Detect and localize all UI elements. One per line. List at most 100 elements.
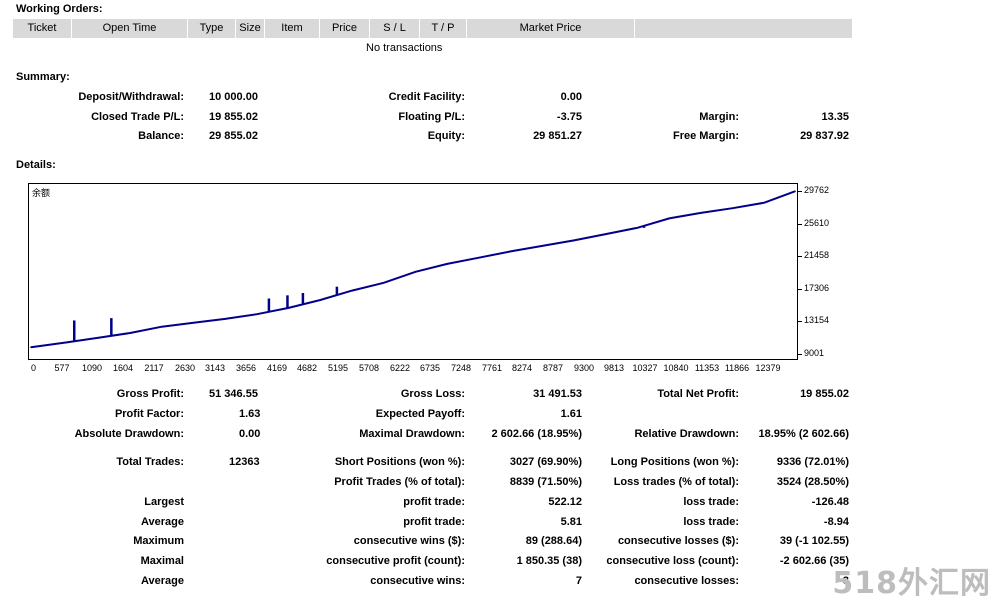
col-empty (635, 19, 852, 38)
average2-label: Average (140, 575, 184, 587)
abs-drawdown-value: 0.00 (239, 428, 261, 440)
short-pos-label: Short Positions (won %): (334, 456, 465, 468)
balance-chart: 余额 (28, 183, 798, 360)
balance-point (478, 256, 480, 259)
average-loss-value: -8.94 (823, 516, 849, 528)
x-tick-label: 4682 (296, 363, 318, 373)
col-sl[interactable]: S / L (370, 19, 420, 38)
chart-plot-area (30, 190, 796, 349)
col-ticket[interactable]: Ticket (13, 19, 72, 38)
total-net-profit-value: 19 855.02 (800, 388, 849, 400)
closed-pl-label: Closed Trade P/L: (91, 111, 184, 123)
y-tick-mark (798, 354, 802, 355)
profit-trades-label: Profit Trades (% of total): (334, 476, 465, 488)
maximum-label: Maximum (133, 535, 184, 547)
x-tick-label: 2117 (144, 363, 164, 373)
maximal-profit-label: consecutive profit (count): (326, 555, 465, 567)
x-tick-label: 7761 (481, 363, 503, 373)
maximal-loss-label: consecutive loss (count): (606, 555, 739, 567)
balance-point (446, 263, 449, 265)
balance-point (763, 201, 766, 204)
balance-point (30, 346, 32, 348)
balance-point (351, 289, 353, 292)
balance-point (129, 332, 131, 334)
balance-label: Balance: (138, 130, 184, 142)
loss-trades-value: 3524 (28.50%) (776, 476, 849, 488)
expected-payoff-label: Expected Payoff: (375, 408, 465, 420)
floating-pl-value: -3.75 (556, 111, 582, 123)
x-tick-label: 1604 (112, 363, 134, 373)
expected-payoff-value: 1.61 (560, 408, 582, 420)
balance-point (604, 233, 607, 235)
col-open-time[interactable]: Open Time (72, 19, 188, 38)
floating-pl-label: Floating P/L: (398, 111, 465, 123)
balance-point (794, 190, 796, 193)
margin-label: Margin: (699, 111, 739, 123)
col-price[interactable]: Price (320, 19, 370, 38)
long-pos-label: Long Positions (won %): (610, 456, 739, 468)
profit-trades-value: 8839 (71.50%) (509, 476, 582, 488)
balance-point (668, 217, 670, 220)
x-tick-label: 2630 (174, 363, 196, 373)
y-tick-label: 17306 (804, 283, 830, 293)
credit-value: 0.00 (560, 91, 582, 103)
largest-label: Largest (144, 496, 184, 508)
avg-cons-losses-label: consecutive losses: (634, 575, 739, 587)
balance-point (161, 325, 163, 328)
col-item[interactable]: Item (265, 19, 320, 38)
balance-point (509, 250, 512, 253)
average-loss-label: loss trade: (683, 516, 739, 528)
x-tick-label: 4169 (266, 363, 288, 373)
y-tick-mark (798, 321, 802, 322)
no-transactions-text: No transactions (366, 42, 443, 54)
x-tick-label: 3143 (204, 363, 226, 373)
site-watermark: 518外汇网 (832, 566, 991, 601)
max-drawdown-label: Maximal Drawdown: (359, 428, 465, 440)
abs-drawdown-label: Absolute Drawdown: (74, 428, 184, 440)
margin-value: 13.35 (821, 111, 849, 123)
total-trades-label: Total Trades: (116, 456, 184, 468)
col-market-price[interactable]: Market Price (467, 19, 635, 38)
x-tick-label: 8787 (542, 363, 564, 373)
avg-cons-wins-label: consecutive wins: (370, 575, 465, 587)
balance-point (192, 322, 195, 324)
balance-point (636, 227, 639, 229)
max-cons-wins-value: 89 (288.64) (525, 535, 582, 547)
y-tick-label: 9001 (804, 348, 825, 358)
orders-table-header: Ticket Open Time Type Size Item Price S … (13, 19, 852, 38)
equity-label: Equity: (427, 130, 465, 142)
max-cons-losses-label: consecutive losses ($): (617, 535, 739, 547)
balance-point (382, 281, 385, 284)
col-size[interactable]: Size (236, 19, 265, 38)
average-profit-label: profit trade: (403, 516, 465, 528)
x-tick-label: 3656 (235, 363, 257, 373)
balance-point (700, 212, 702, 214)
balance-point (414, 270, 417, 273)
balance-line-series (30, 190, 796, 349)
balance-point (97, 336, 100, 339)
x-tick-label: 8274 (511, 363, 533, 373)
x-tick-label: 7248 (450, 363, 472, 373)
y-tick-mark (798, 256, 802, 257)
y-tick-mark (798, 191, 802, 192)
gross-profit-label: Gross Profit: (116, 388, 184, 400)
y-tick-label: 25610 (804, 218, 830, 228)
x-tick-label: 9300 (573, 363, 595, 373)
col-type[interactable]: Type (188, 19, 236, 38)
chart-title: 余额 (32, 188, 51, 198)
y-tick-label: 13154 (804, 315, 830, 325)
balance-point (541, 245, 544, 247)
deposit-value: 10 000.00 (209, 91, 258, 103)
credit-label: Credit Facility: (388, 91, 465, 103)
x-tick-label: 11866 (724, 363, 750, 373)
deposit-label: Deposit/Withdrawal: (78, 91, 184, 103)
balance-point (319, 299, 322, 301)
y-tick-label: 21458 (804, 250, 830, 260)
y-tick-mark (798, 224, 802, 225)
x-tick-label: 1090 (81, 363, 103, 373)
col-tp[interactable]: T / P (420, 19, 467, 38)
max-drawdown-value: 2 602.66 (18.95%) (491, 428, 582, 440)
x-tick-label: 6735 (419, 363, 441, 373)
x-tick-label: 577 (54, 363, 70, 373)
balance-value: 29 855.02 (209, 130, 258, 142)
